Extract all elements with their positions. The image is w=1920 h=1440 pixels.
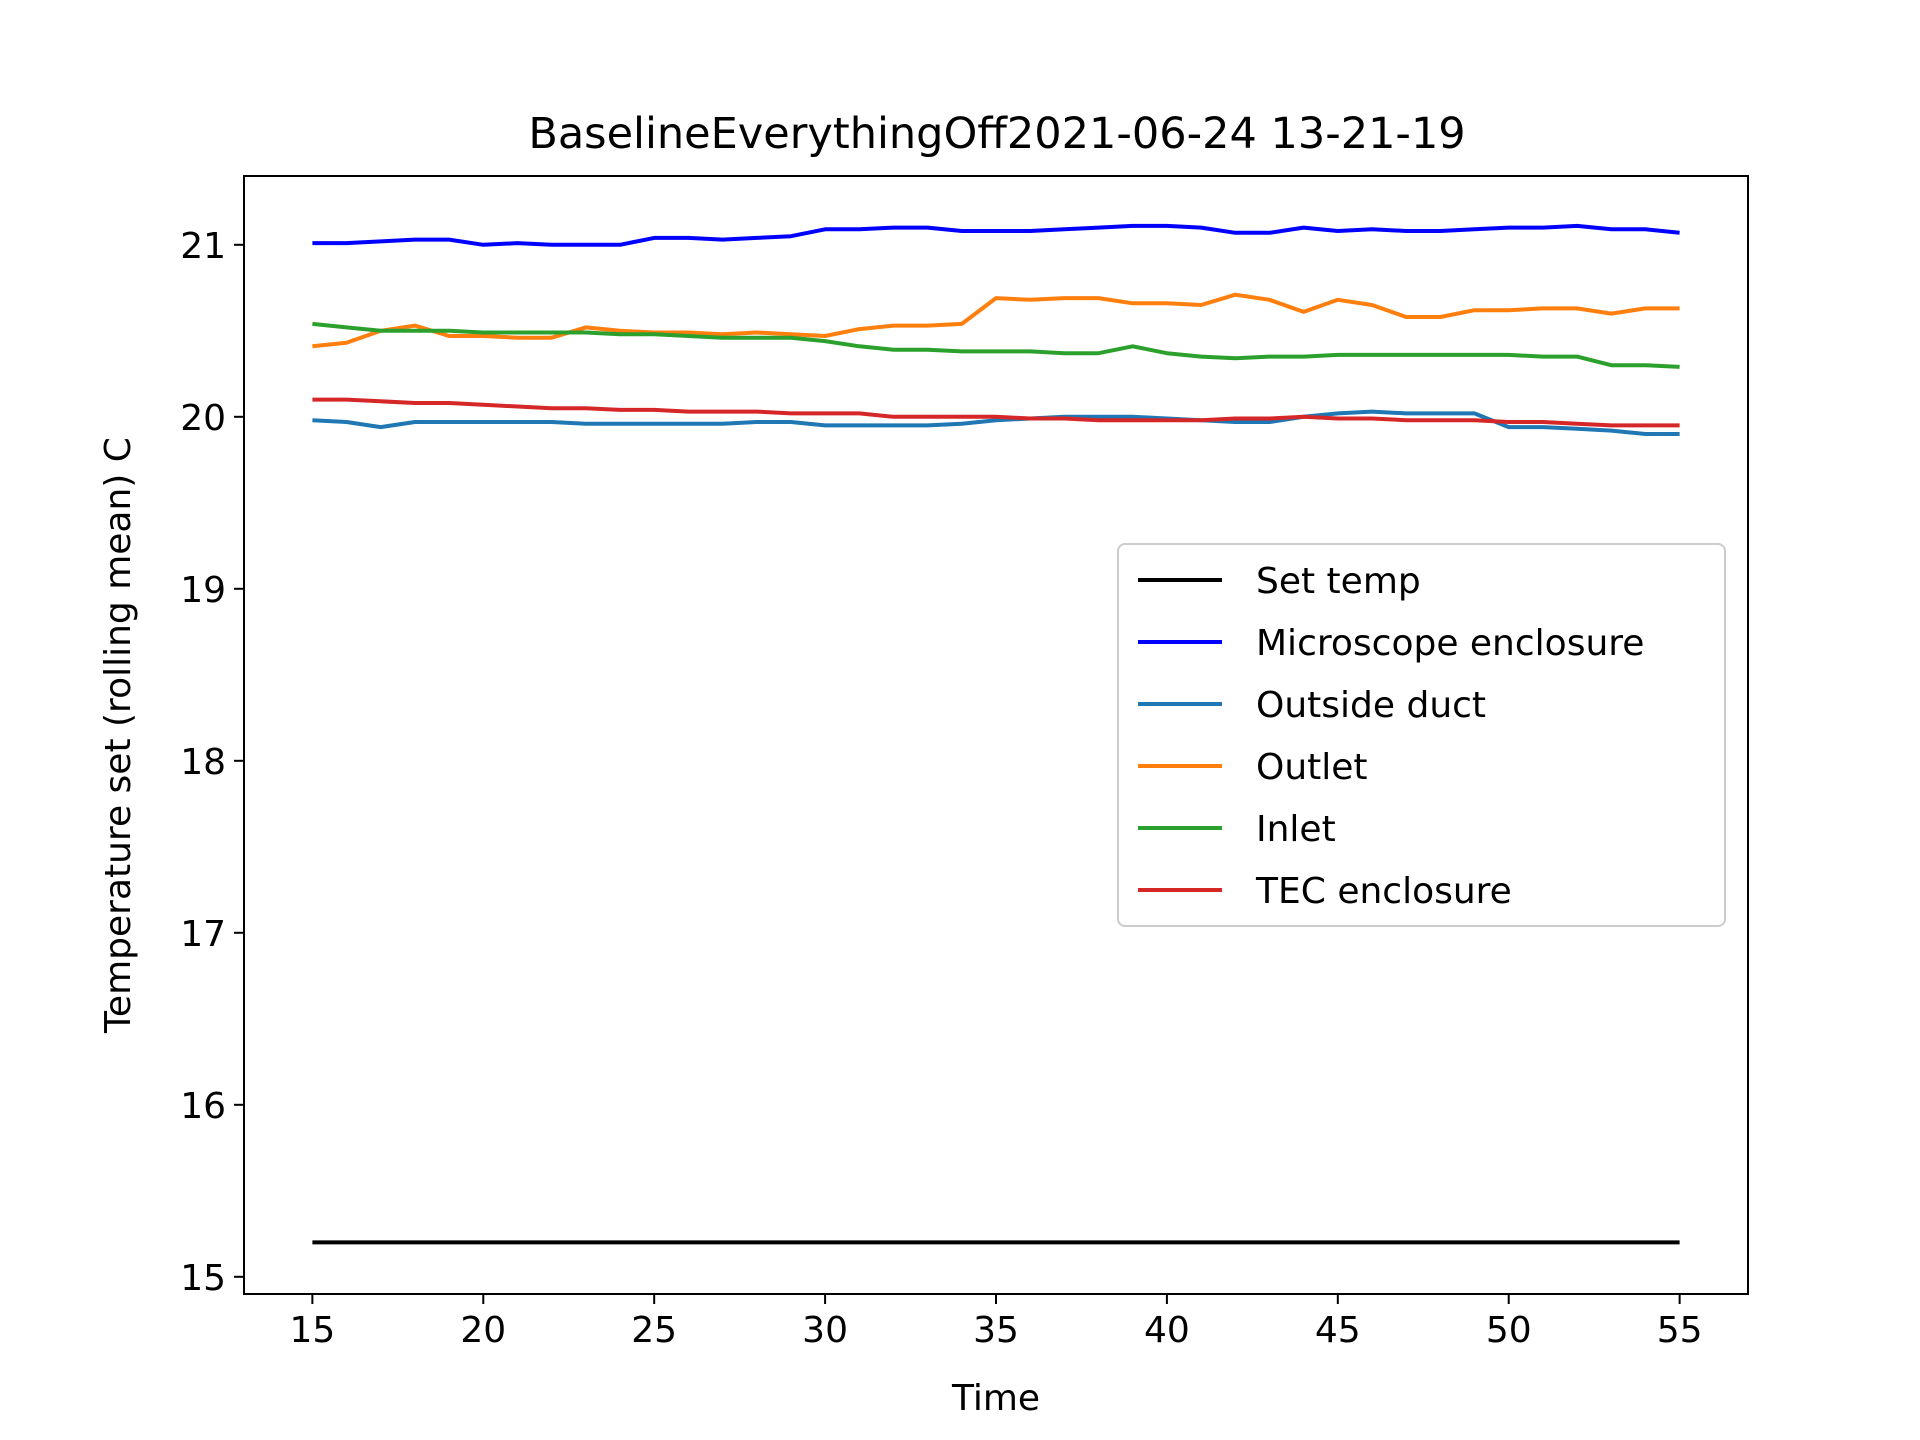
legend-label-5: TEC enclosure (1255, 871, 1512, 912)
y-tick-label-4: 19 (180, 570, 226, 611)
legend-label-2: Outside duct (1256, 685, 1486, 726)
x-axis: 15 20 25 30 35 40 45 50 55 (289, 1294, 1703, 1351)
y-tick-label-1: 16 (180, 1086, 226, 1127)
series-line-1 (312, 223, 1680, 247)
series-line-4 (312, 321, 1680, 369)
y-tick-label-6: 21 (180, 226, 226, 267)
y-axis: 15 16 17 18 19 20 21 (180, 226, 244, 1299)
y-tick-label-5: 20 (180, 398, 226, 439)
x-axis-label: Time (951, 1378, 1040, 1419)
x-tick-label-2: 25 (631, 1310, 677, 1351)
legend-box (1117, 543, 1726, 927)
legend-label-0: Set temp (1256, 561, 1421, 602)
plot-series (312, 223, 1680, 1245)
x-tick-label-1: 20 (460, 1310, 506, 1351)
x-tick-label-0: 15 (289, 1310, 335, 1351)
legend-label-4: Inlet (1256, 809, 1336, 850)
y-tick-label-2: 17 (180, 914, 226, 955)
y-axis-label: Temperature set (rolling mean) C (98, 437, 139, 1034)
x-tick-label-6: 45 (1315, 1310, 1361, 1351)
x-tick-label-3: 30 (802, 1310, 848, 1351)
legend: Set temp Microscope enclosure Outside duct… (1117, 543, 1726, 927)
x-tick-label-8: 55 (1657, 1310, 1703, 1351)
y-tick-label-3: 18 (180, 742, 226, 783)
series-line-3 (312, 292, 1680, 349)
y-tick-label-0: 15 (180, 1258, 226, 1299)
series-line-2 (312, 409, 1680, 436)
series-line-5 (312, 397, 1680, 428)
chart-title: BaselineEverythingOff2021-06-24 13-21-19 (528, 109, 1465, 159)
x-tick-label-4: 35 (973, 1310, 1019, 1351)
x-tick-label-7: 50 (1486, 1310, 1532, 1351)
legend-label-1: Microscope enclosure (1256, 623, 1644, 664)
legend-label-3: Outlet (1256, 747, 1368, 788)
x-tick-label-5: 40 (1144, 1310, 1190, 1351)
